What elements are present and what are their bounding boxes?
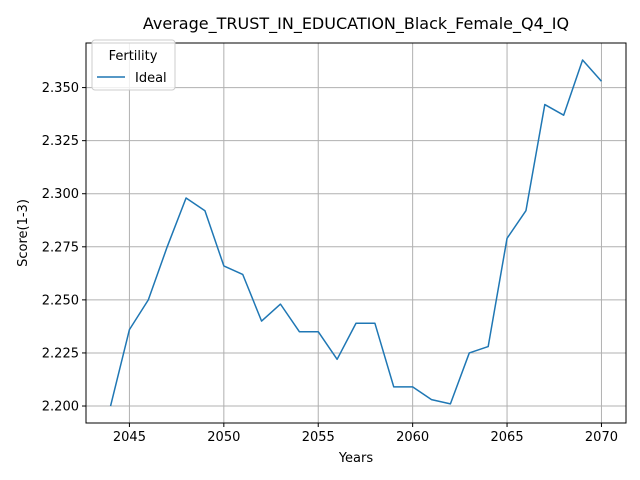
x-tick-label: 2065 [491, 430, 524, 445]
y-tick-label: 2.350 [42, 81, 79, 96]
x-tick-label: 2070 [585, 430, 618, 445]
y-axis-ticks: 2.200 2.225 2.250 2.275 2.300 2.325 2.350 [42, 81, 86, 415]
legend-label: Ideal [135, 71, 167, 86]
y-tick-label: 2.275 [42, 240, 79, 255]
legend: Fertility Ideal [91, 39, 176, 91]
x-axis-label: Years [338, 451, 374, 466]
x-tick-label: 2055 [302, 430, 335, 445]
y-axis-label: Score(1-3) [16, 199, 31, 267]
y-tick-label: 2.250 [42, 293, 79, 308]
chart-title: Average_TRUST_IN_EDUCATION_Black_Female_… [143, 14, 569, 34]
series-layer [109, 59, 603, 407]
x-axis-ticks: 2045 2050 2055 2060 2065 2070 [113, 423, 618, 445]
y-tick-label: 2.300 [42, 187, 79, 202]
x-tick-label: 2050 [207, 430, 240, 445]
series-line-ideal [109, 59, 603, 407]
y-tick-label: 2.200 [42, 400, 79, 415]
legend-title: Fertility [109, 49, 158, 64]
plot-frame [85, 42, 627, 424]
y-tick-label: 2.225 [42, 346, 79, 361]
y-tick-label: 2.325 [42, 134, 79, 149]
x-tick-label: 2045 [113, 430, 146, 445]
x-tick-label: 2060 [396, 430, 429, 445]
grid-lines [86, 43, 626, 423]
